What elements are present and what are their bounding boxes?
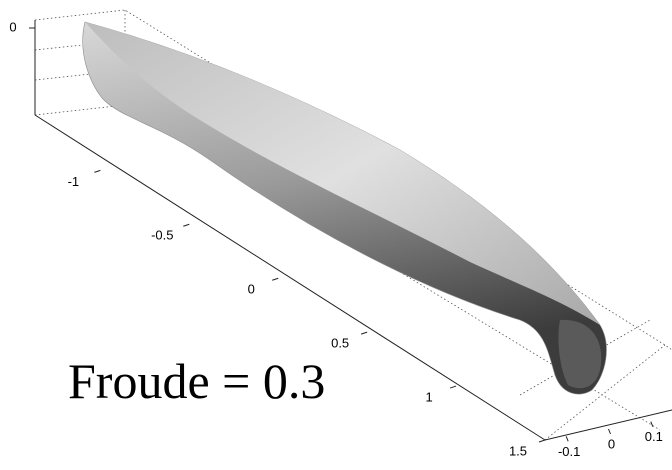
x-tick xyxy=(272,278,278,280)
y-tick xyxy=(651,422,653,427)
x-tick-label: 0 xyxy=(248,282,255,297)
x-tick xyxy=(539,440,545,442)
x-tick xyxy=(94,170,100,172)
y-tick-label: 0 xyxy=(608,436,615,451)
y-tick xyxy=(566,436,568,441)
chart: Froude = 0.3 -1 -0.5 0 0.5 1 1.5 -0.1 0 0.1 0 xyxy=(0,0,672,470)
x-tick xyxy=(361,332,367,334)
x-tick-label: 1 xyxy=(425,390,432,405)
annotation: Froude = 0.3 xyxy=(68,353,325,409)
x-tick xyxy=(183,224,189,226)
x-tick xyxy=(450,386,456,388)
x-tick-label: 1.5 xyxy=(509,443,527,458)
x-tick-label: 0.5 xyxy=(331,336,349,351)
y-tick xyxy=(609,429,611,434)
x-tick-label: -1 xyxy=(68,174,80,189)
hull-deck xyxy=(85,22,600,325)
x-tick-label: -0.5 xyxy=(151,228,173,243)
y-tick-label: 0.1 xyxy=(645,429,663,444)
y-tick-label: -0.1 xyxy=(558,444,580,459)
z-tick-label: 0 xyxy=(9,19,16,34)
